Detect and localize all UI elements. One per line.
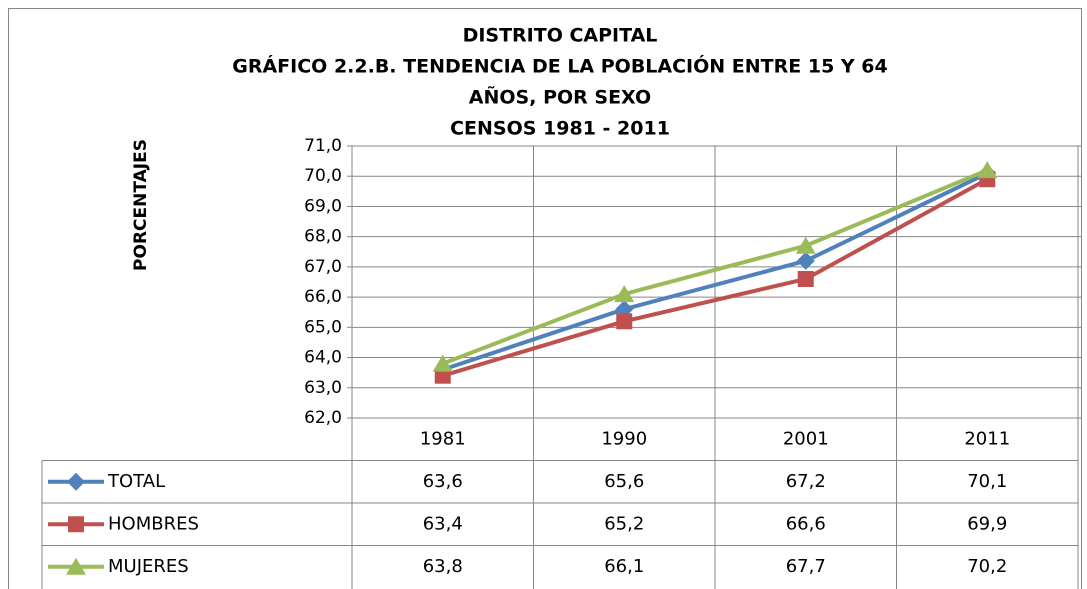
y-tick-label: 63,0 <box>304 378 342 398</box>
x-tick-label: 1990 <box>601 428 647 449</box>
x-tick-label: 1981 <box>420 428 466 449</box>
legend-marker <box>68 516 84 533</box>
table-value: 70,2 <box>967 556 1007 577</box>
marker <box>795 236 816 254</box>
y-tick-label: 67,0 <box>304 257 342 277</box>
chart-title: DISTRITO CAPITAL <box>463 25 658 47</box>
chart-title: GRÁFICO 2.2.B. TENDENCIA DE LA POBLACIÓN… <box>232 54 887 78</box>
table-value: 69,9 <box>967 513 1007 534</box>
legend-marker <box>67 472 85 491</box>
x-tick-label: 2011 <box>964 428 1010 449</box>
table-value: 66,6 <box>786 513 826 534</box>
table-value: 67,2 <box>786 471 826 492</box>
legend-label: HOMBRES <box>108 513 199 534</box>
chart-title: CENSOS 1981 - 2011 <box>450 118 670 140</box>
y-tick-label: 68,0 <box>304 227 342 247</box>
series-line <box>442 168 989 366</box>
table-value: 65,2 <box>604 513 644 534</box>
y-tick-label: 65,0 <box>304 317 342 337</box>
table-value: 70,1 <box>967 471 1007 492</box>
table-value: 63,8 <box>423 556 463 577</box>
marker <box>796 251 815 270</box>
marker <box>616 313 633 330</box>
table-value: 66,1 <box>604 556 644 577</box>
marker <box>797 270 814 287</box>
legend-label: TOTAL <box>107 471 165 492</box>
y-tick-label: 66,0 <box>304 287 342 307</box>
y-tick-label: 70,0 <box>304 166 342 186</box>
series-line <box>442 171 989 372</box>
y-tick-label: 71,0 <box>304 136 342 156</box>
y-tick-label: 64,0 <box>304 348 342 368</box>
chart-title: AÑOS, POR SEXO <box>469 85 651 109</box>
marker <box>432 354 453 372</box>
legend-marker <box>66 557 86 575</box>
table-value: 67,7 <box>786 556 826 577</box>
y-tick-label: 69,0 <box>304 196 342 216</box>
x-tick-label: 2001 <box>783 428 829 449</box>
marker <box>614 285 635 303</box>
marker <box>977 161 998 179</box>
y-axis-label: PORCENTAJES <box>131 139 151 271</box>
legend-label: MUJERES <box>108 556 189 577</box>
series-line <box>442 177 989 378</box>
y-tick-label: 62,0 <box>304 408 342 428</box>
table-value: 63,6 <box>423 471 463 492</box>
marker <box>434 367 451 384</box>
table-value: 65,6 <box>604 471 644 492</box>
table-value: 63,4 <box>423 513 463 534</box>
chart-frame <box>8 8 1082 589</box>
